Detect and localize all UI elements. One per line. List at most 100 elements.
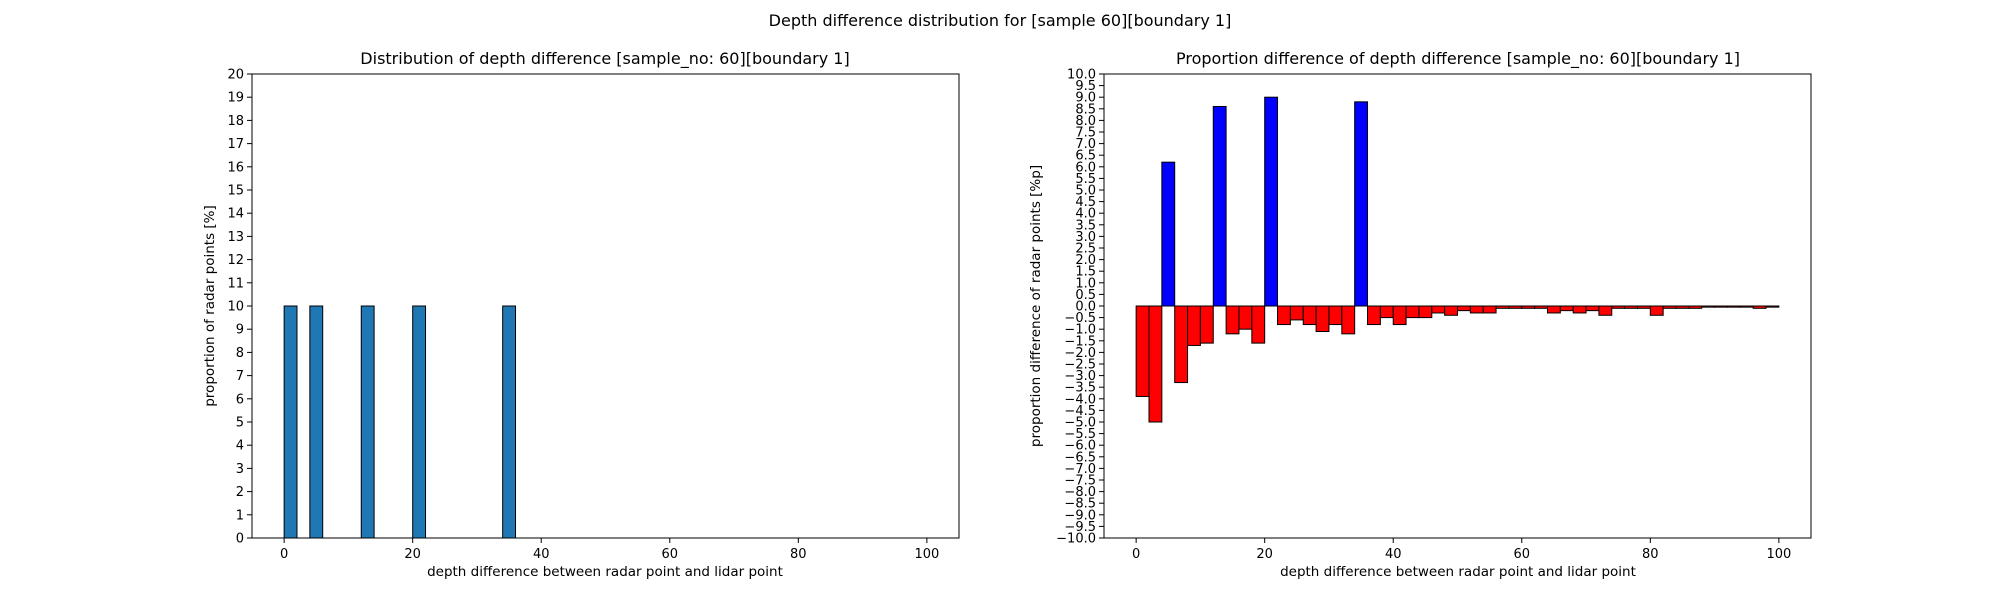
left-y-tick-label: 20 — [227, 68, 244, 83]
right-y-tick-label: 4.5 — [1075, 195, 1096, 210]
left-x-tick-label: 20 — [404, 547, 421, 562]
right-y-tick-label: −4.0 — [1064, 392, 1096, 407]
left-bar — [360, 305, 375, 539]
right-y-tick-label: 6.0 — [1075, 160, 1096, 175]
right-x-tick-label: 100 — [1766, 547, 1791, 562]
right-bar — [1559, 305, 1574, 312]
left-x-tick-label: 0 — [280, 547, 288, 562]
left-y-tick-label: 12 — [227, 253, 244, 268]
right-bar — [1611, 305, 1626, 309]
left-y-tick-label: 4 — [236, 439, 244, 454]
right-bar — [1315, 305, 1330, 333]
right-y-ticks: −10.0−9.5−9.0−8.5−8.0−7.5−7.0−6.5−6.0−5.… — [1056, 68, 1104, 547]
left-chart-xlabel: depth difference between radar point and… — [427, 564, 783, 580]
right-bar — [1726, 305, 1741, 308]
right-chart: Proportion difference of depth differenc… — [1028, 49, 1812, 580]
right-bar — [1392, 305, 1407, 326]
right-bar — [1521, 305, 1536, 309]
right-bar — [1598, 305, 1613, 316]
right-bar — [1469, 305, 1484, 314]
right-bar — [1379, 305, 1394, 319]
right-y-tick-label: 2.0 — [1075, 253, 1096, 268]
left-y-tick-label: 8 — [236, 346, 244, 361]
right-y-tick-label: 3.0 — [1075, 230, 1096, 245]
right-bar — [1624, 305, 1638, 309]
right-y-tick-label: 1.0 — [1075, 276, 1096, 291]
right-y-tick-label: −5.0 — [1064, 416, 1096, 431]
right-axes-frame — [1103, 73, 1812, 539]
right-y-tick-label: 3.5 — [1075, 218, 1096, 233]
right-y-tick-label: −8.0 — [1064, 485, 1096, 500]
left-y-tick-label: 7 — [236, 369, 244, 384]
left-y-tick-label: 16 — [227, 160, 244, 175]
right-y-tick-label: −2.0 — [1064, 346, 1096, 361]
right-y-tick-label: 7.0 — [1075, 137, 1096, 152]
left-y-tick-label: 1 — [236, 508, 244, 523]
right-y-tick-label: 1.5 — [1075, 265, 1096, 280]
right-bar — [1572, 305, 1587, 314]
right-y-tick-label: −6.5 — [1064, 450, 1096, 465]
right-x-tick-label: 0 — [1132, 547, 1140, 562]
left-bar — [502, 305, 517, 539]
right-bar — [1251, 305, 1266, 344]
right-bar — [1277, 305, 1291, 326]
right-y-tick-label: −10.0 — [1056, 532, 1096, 547]
right-y-tick-label: −5.5 — [1064, 427, 1096, 442]
right-bars — [1135, 96, 1780, 423]
left-y-tick-label: 0 — [236, 532, 244, 547]
right-y-tick-label: 10.0 — [1067, 68, 1096, 83]
right-bar — [1199, 305, 1214, 344]
right-y-tick-label: −1.5 — [1064, 334, 1096, 349]
right-bar — [1714, 305, 1728, 308]
left-y-tick-label: 2 — [236, 485, 244, 500]
right-x-tick-label: 60 — [1513, 547, 1530, 562]
right-y-tick-label: 9.5 — [1075, 79, 1096, 94]
right-y-tick-label: −9.0 — [1064, 508, 1096, 523]
right-bar — [1431, 305, 1446, 314]
left-x-tick-label: 80 — [790, 547, 807, 562]
right-y-tick-label: −1.0 — [1064, 323, 1096, 338]
right-bar — [1636, 305, 1651, 309]
left-y-tick-label: 17 — [227, 137, 244, 152]
right-y-tick-label: −6.0 — [1064, 439, 1096, 454]
left-y-tick-label: 19 — [227, 91, 244, 106]
right-bar — [1765, 305, 1780, 308]
right-y-tick-label: 7.5 — [1075, 126, 1096, 141]
left-axes-frame — [251, 73, 960, 539]
right-bar — [1649, 305, 1664, 316]
right-y-tick-label: −3.5 — [1064, 381, 1096, 396]
right-bar — [1662, 305, 1677, 309]
right-y-tick-label: 8.5 — [1075, 102, 1096, 117]
right-y-tick-label: 0.0 — [1075, 300, 1096, 315]
left-y-tick-label: 5 — [236, 416, 244, 431]
right-bar — [1585, 305, 1600, 312]
left-y-tick-label: 3 — [236, 462, 244, 477]
figure-suptitle: Depth difference distribution for [sampl… — [769, 11, 1232, 30]
right-bar — [1212, 105, 1227, 307]
left-x-tick-label: 60 — [661, 547, 678, 562]
right-bar — [1238, 305, 1253, 330]
right-y-tick-label: 5.0 — [1075, 184, 1096, 199]
left-y-tick-label: 6 — [236, 392, 244, 407]
left-y-tick-label: 10 — [227, 300, 244, 315]
right-y-tick-label: 0.5 — [1075, 288, 1096, 303]
right-chart-title: Proportion difference of depth differenc… — [1176, 49, 1740, 69]
right-bar — [1508, 305, 1523, 309]
right-y-tick-label: −7.5 — [1064, 474, 1096, 489]
right-x-tick-label: 40 — [1385, 547, 1402, 562]
right-y-tick-label: 8.0 — [1075, 114, 1096, 129]
left-y-tick-label: 15 — [227, 184, 244, 199]
right-bar — [1161, 161, 1176, 307]
left-x-ticks: 0 20 40 60 80 100 — [280, 538, 939, 562]
right-bar — [1752, 305, 1767, 309]
right-y-tick-label: −4.5 — [1064, 404, 1096, 419]
right-bar — [1457, 305, 1471, 312]
left-bar — [283, 305, 298, 539]
right-y-tick-label: −0.5 — [1064, 311, 1096, 326]
left-bar — [412, 305, 427, 539]
right-bar — [1264, 96, 1279, 307]
left-y-tick-label: 14 — [227, 207, 244, 222]
right-x-ticks: 0 20 40 60 80 100 — [1132, 538, 1791, 562]
